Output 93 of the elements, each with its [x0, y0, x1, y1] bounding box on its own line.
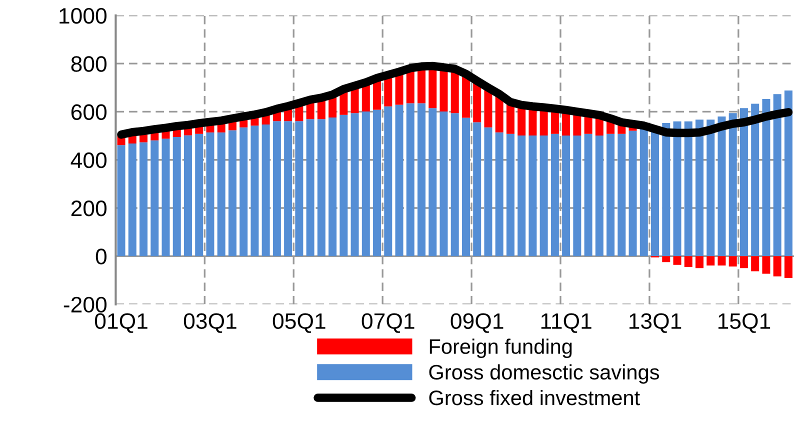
y-tick-label: -200 — [64, 296, 107, 313]
bar — [751, 104, 760, 256]
y-tick-label: 0 — [96, 248, 107, 264]
bar — [550, 134, 559, 256]
bar — [784, 90, 792, 256]
bar — [128, 143, 136, 256]
bar — [773, 94, 782, 256]
bar — [684, 121, 692, 256]
bar — [740, 108, 748, 256]
bar — [640, 127, 648, 256]
y-tick-label: 400 — [70, 152, 107, 168]
bar — [428, 108, 437, 256]
bar — [295, 121, 304, 256]
bar — [762, 256, 770, 274]
bar — [506, 134, 514, 256]
bar — [462, 118, 470, 256]
bar — [272, 121, 281, 256]
bar — [473, 122, 482, 256]
bar — [673, 121, 682, 256]
bar — [518, 136, 526, 256]
bar — [217, 132, 226, 256]
bar — [340, 114, 348, 256]
bar — [350, 113, 359, 256]
bar — [172, 136, 181, 256]
bar — [306, 119, 314, 256]
bar — [751, 256, 760, 272]
bar — [495, 132, 504, 256]
bar — [595, 136, 604, 256]
bar — [728, 256, 737, 266]
bar — [662, 256, 670, 262]
bar — [773, 256, 782, 276]
bar — [284, 121, 292, 256]
bar — [528, 136, 537, 256]
bar — [706, 120, 715, 256]
y-tick-label: 200 — [71, 200, 107, 216]
bar — [662, 123, 670, 256]
legend-label: Foreign funding — [430, 338, 572, 358]
x-tick-label: 09Q1 — [450, 313, 504, 333]
bar — [140, 134, 148, 142]
bar — [150, 140, 159, 256]
bar — [373, 110, 382, 256]
bar — [228, 130, 236, 256]
bar — [184, 135, 192, 256]
x-tick-label: 01Q1 — [94, 313, 148, 333]
bar — [695, 120, 704, 256]
bar — [440, 111, 448, 256]
y-tick-label: 1000 — [60, 8, 107, 24]
bar — [250, 126, 259, 256]
bar — [762, 98, 770, 256]
bar — [628, 130, 637, 256]
bar — [195, 134, 204, 256]
bar — [206, 132, 214, 256]
bar — [784, 256, 792, 278]
bar — [362, 111, 370, 256]
legend-label: Gross fixed investment — [429, 390, 640, 406]
bar — [573, 136, 582, 256]
bar — [328, 117, 337, 256]
bar — [395, 104, 404, 256]
bar — [240, 127, 248, 256]
bar — [262, 124, 270, 256]
bar — [584, 134, 592, 256]
bar — [618, 134, 626, 256]
bar — [406, 103, 414, 256]
bar — [384, 106, 392, 256]
bar — [140, 142, 148, 256]
bar — [562, 136, 570, 256]
x-tick-label: 15Q1 — [718, 313, 770, 333]
bar — [673, 256, 682, 265]
bar — [706, 256, 715, 266]
bar — [718, 256, 726, 266]
bar — [418, 103, 426, 256]
x-tick-label: 07Q1 — [362, 313, 414, 333]
bar — [506, 103, 514, 134]
bar — [540, 136, 548, 256]
bar — [462, 75, 470, 118]
bar — [718, 116, 726, 256]
bar — [740, 256, 748, 268]
bar — [162, 138, 170, 256]
bar — [117, 145, 126, 256]
x-tick-label: 03Q1 — [184, 313, 236, 333]
legend-label: Gross domesctic savings — [429, 364, 660, 384]
x-tick-label: 05Q1 — [272, 313, 326, 333]
bar — [695, 256, 704, 268]
bar — [684, 256, 692, 267]
bar — [317, 119, 326, 256]
bar — [450, 113, 459, 256]
x-tick-label: 13Q1 — [630, 313, 682, 333]
bar — [484, 127, 492, 256]
bar — [606, 134, 615, 256]
y-tick-label: 800 — [71, 56, 107, 72]
y-tick-label: 600 — [71, 104, 107, 120]
bar — [728, 113, 737, 256]
x-tick-label: 11Q1 — [541, 313, 592, 333]
